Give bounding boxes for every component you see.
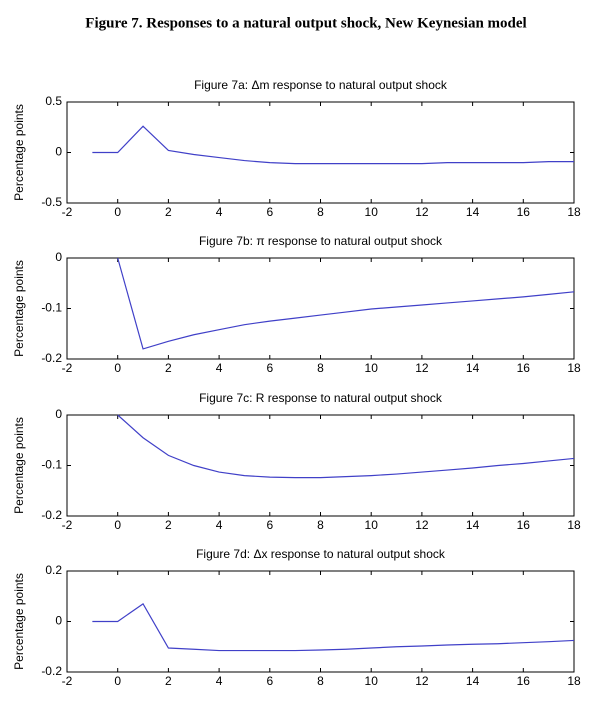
y-tick-label: -0.5	[41, 195, 62, 209]
y-axis-label: Percentage points	[12, 417, 26, 514]
x-tick-label: 12	[415, 518, 429, 532]
y-tick-label: -0.2	[41, 664, 62, 678]
x-tick-label: 6	[266, 361, 273, 375]
x-tick-label: -2	[62, 674, 73, 688]
x-tick-label: 8	[317, 361, 324, 375]
figure-title: Figure 7. Responses to a natural output …	[85, 15, 526, 31]
x-tick-label: 16	[517, 361, 531, 375]
x-tick-label: 8	[317, 205, 324, 219]
x-tick-label: -2	[62, 518, 73, 532]
x-tick-label: 0	[114, 205, 121, 219]
x-tick-label: 10	[365, 361, 379, 375]
axes-box	[66, 257, 575, 360]
line-series	[92, 125, 574, 165]
x-tick-label: 8	[317, 518, 324, 532]
x-tick-label: 12	[415, 205, 429, 219]
y-tick-label: 0.2	[45, 563, 62, 577]
x-tick-label: 4	[216, 518, 223, 532]
y-tick-label: 0.5	[45, 94, 62, 108]
y-axis-label: Percentage points	[12, 573, 26, 670]
x-tick-label: -2	[62, 361, 73, 375]
x-tick-label: 2	[165, 205, 172, 219]
y-tick-label: -0.1	[41, 301, 62, 315]
x-tick-label: 16	[517, 205, 531, 219]
x-tick-label: 18	[567, 518, 581, 532]
x-tick-label: 16	[517, 674, 531, 688]
y-tick-label: -0.1	[41, 458, 62, 472]
x-tick-label: 18	[567, 361, 581, 375]
y-tick-label: -0.2	[41, 351, 62, 365]
x-tick-label: 18	[567, 205, 581, 219]
x-tick-label: 10	[365, 518, 379, 532]
x-tick-label: 10	[365, 674, 379, 688]
x-tick-label: 8	[317, 674, 324, 688]
y-tick-label: 0	[55, 407, 62, 421]
y-axis-label: Percentage points	[12, 104, 26, 201]
x-tick-label: 0	[114, 674, 121, 688]
x-tick-label: 4	[216, 674, 223, 688]
subplot-title: Figure 7c: R response to natural output …	[199, 391, 443, 405]
x-tick-label: 12	[415, 674, 429, 688]
x-tick-label: 2	[165, 518, 172, 532]
y-tick-label: -0.2	[41, 508, 62, 522]
x-tick-label: 10	[365, 205, 379, 219]
x-tick-label: 0	[114, 361, 121, 375]
x-tick-label: 14	[466, 361, 480, 375]
x-tick-label: -2	[62, 205, 73, 219]
y-tick-label: 0	[55, 145, 62, 159]
x-tick-label: 6	[266, 674, 273, 688]
line-series	[92, 602, 575, 652]
y-tick-label: 0	[55, 614, 62, 628]
y-tick-label: 0	[55, 250, 62, 264]
y-axis-label: Percentage points	[12, 260, 26, 357]
axes-box	[66, 101, 575, 204]
x-tick-label: 4	[216, 361, 223, 375]
subplot-title: Figure 7a: Δm response to natural output…	[194, 78, 448, 92]
line-series	[117, 414, 575, 479]
x-tick-label: 12	[415, 361, 429, 375]
axes-box	[66, 570, 575, 673]
x-tick-label: 18	[567, 674, 581, 688]
subplot-title: Figure 7d: Δx response to natural output…	[196, 547, 446, 561]
axes-box	[66, 414, 575, 517]
x-tick-label: 2	[165, 674, 172, 688]
x-tick-label: 16	[517, 518, 531, 532]
x-tick-label: 6	[266, 205, 273, 219]
x-tick-label: 0	[114, 518, 121, 532]
x-tick-label: 4	[216, 205, 223, 219]
x-tick-label: 14	[466, 205, 480, 219]
x-tick-label: 6	[266, 518, 273, 532]
subplot-title: Figure 7b: π response to natural output …	[199, 234, 443, 248]
x-tick-label: 14	[466, 518, 480, 532]
line-series	[117, 257, 575, 350]
x-tick-label: 14	[466, 674, 480, 688]
x-tick-label: 2	[165, 361, 172, 375]
